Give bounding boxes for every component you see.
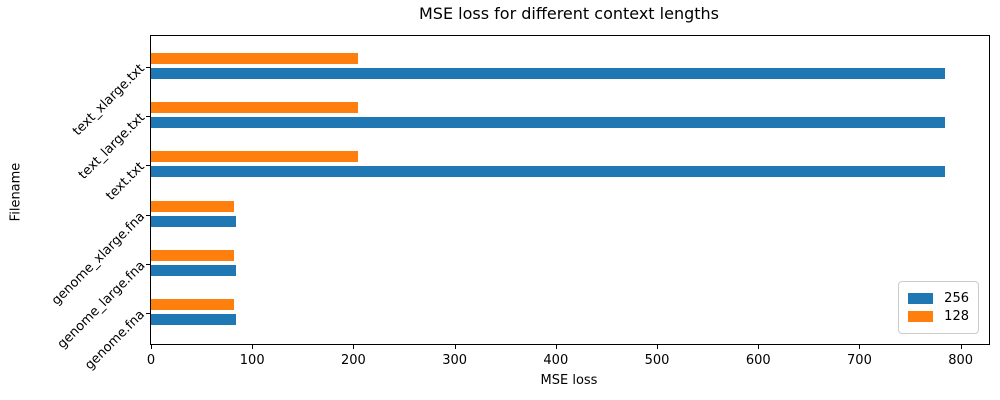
x-axis-label: MSE loss (540, 373, 598, 388)
x-tick-mark (454, 345, 456, 349)
x-tick-label: 500 (644, 353, 670, 368)
legend-entry-256: 256 (908, 291, 969, 306)
x-tick-label: 700 (847, 353, 872, 368)
x-tick-mark (151, 345, 152, 349)
bar-256-text_large.txt (151, 117, 946, 129)
bar-128-text_xlarge.txt (151, 53, 359, 65)
bar-128-text.txt (151, 151, 359, 163)
y-tick-mark (146, 214, 150, 216)
bar-256-genome_xlarge.fna (151, 215, 236, 227)
bar-128-genome_large.fna (151, 249, 234, 261)
y-tick-label: genome_large.fna (54, 258, 148, 352)
plot-area: text_xlarge.txt text_large.txt text.txt gen… (49, 35, 990, 373)
bar-256-genome_large.fna (151, 264, 236, 276)
x-tick-label: 300 (442, 353, 468, 368)
y-tick-mark (146, 312, 150, 314)
x-tick-mark (252, 345, 254, 349)
x-tick-label: 100 (239, 353, 265, 368)
y-tick-mark (146, 263, 150, 265)
y-tick-mark (146, 165, 150, 167)
y-axis-label: Filename (8, 162, 24, 222)
bar-128-genome_xlarge.fna (151, 200, 234, 212)
x-tick-label: 600 (745, 353, 771, 368)
x-tick-label: 400 (543, 353, 569, 368)
bar-256-text_xlarge.txt (151, 68, 946, 80)
bar-256-genome.fna (151, 313, 236, 325)
y-tick-label: genome_xlarge.fna (48, 208, 148, 309)
legend-swatch (908, 311, 933, 322)
legend-swatch (908, 293, 933, 304)
bar-256-text.txt (151, 166, 946, 178)
y-tick-mark (146, 67, 150, 69)
legend-label: 128 (944, 309, 969, 324)
x-tick-mark (657, 345, 659, 349)
x-tick-mark (960, 345, 962, 349)
x-tick-label: 200 (340, 353, 366, 368)
bar-128-genome.fna (151, 298, 234, 310)
x-tick-mark (353, 345, 355, 349)
legend: 256 128 (898, 281, 979, 334)
y-tick-label: text.txt (103, 159, 148, 205)
x-tick-mark (859, 345, 861, 349)
x-tick-label: 0 (146, 353, 156, 368)
bar-128-text_large.txt (151, 102, 359, 114)
y-tick-mark (146, 116, 150, 118)
x-tick-label: 800 (948, 353, 974, 368)
x-tick-mark (758, 345, 760, 349)
legend-label: 256 (944, 291, 969, 306)
x-tick-mark (555, 345, 557, 349)
chart-title: MSE loss for different context lengths (419, 4, 719, 23)
legend-entry-128: 128 (908, 309, 969, 324)
